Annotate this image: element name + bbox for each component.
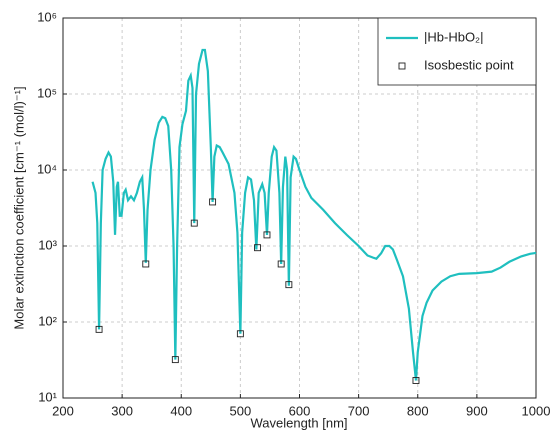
x-tick-label: 700 [348, 403, 370, 418]
x-tick-label: 800 [407, 403, 429, 418]
y-tick-label: 10³ [38, 237, 57, 252]
marker [285, 281, 293, 289]
y-tick-label: 10² [38, 313, 57, 328]
x-tick-label: 900 [466, 403, 488, 418]
x-axis-title: Wavelength [nm] [250, 415, 347, 430]
x-tick-label: 500 [230, 403, 252, 418]
legend-label: Isosbestic point [424, 57, 514, 72]
legend-label: |Hb-HbO₂| [424, 29, 483, 44]
x-tick-label: 400 [170, 403, 192, 418]
y-tick-label: 10¹ [38, 389, 57, 404]
marker [209, 198, 217, 206]
y-tick-label: 10⁴ [37, 161, 57, 176]
marker [263, 231, 271, 239]
y-tick-label: 10⁵ [37, 85, 57, 100]
marker [236, 330, 244, 338]
x-tick-label: 1000 [522, 403, 551, 418]
x-tick-label: 200 [52, 403, 74, 418]
legend-marker [398, 62, 406, 70]
data-line [91, 48, 537, 381]
y-axis-title: Molar extinction coefficient [cm⁻¹ (mol/… [11, 86, 26, 329]
legend-box [377, 17, 537, 86]
marker [254, 244, 261, 252]
y-tick-label: 10⁶ [37, 9, 57, 24]
x-tick-label: 300 [111, 403, 133, 418]
x-tick-label: 600 [289, 403, 311, 418]
marker [171, 356, 179, 364]
axes-frame [62, 17, 537, 399]
marker [190, 219, 198, 227]
marker [412, 377, 420, 384]
marker [95, 325, 103, 333]
marker [277, 260, 285, 268]
marker [142, 260, 150, 268]
